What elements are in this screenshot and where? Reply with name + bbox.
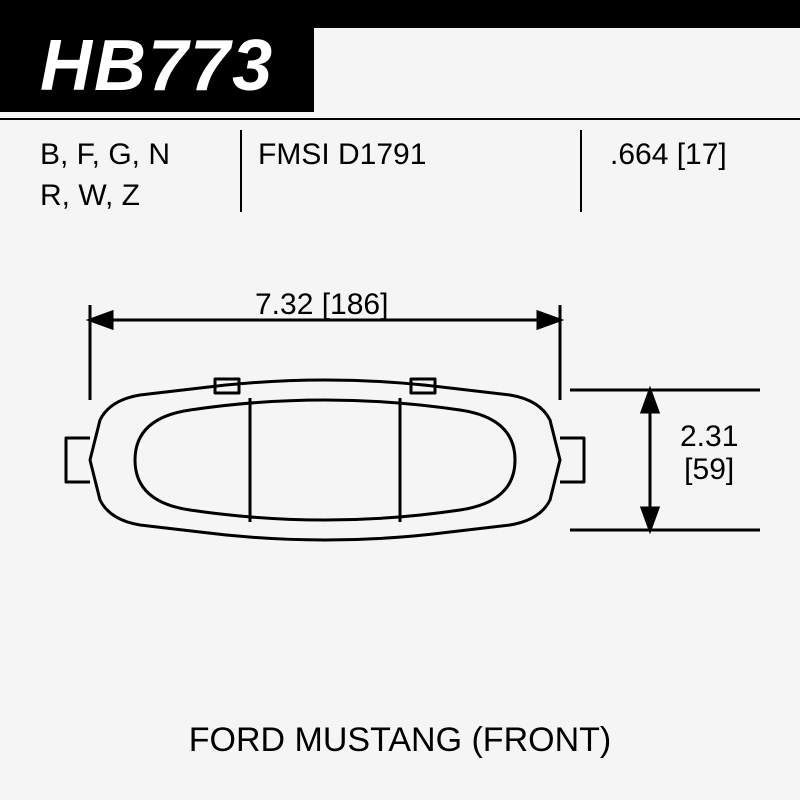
compound-codes: B, F, G, N R, W, Z	[0, 135, 240, 225]
divider	[580, 130, 582, 212]
height-in: 2.31	[680, 420, 738, 453]
compound-line1: B, F, G, N	[40, 135, 222, 176]
product-name: FORD MUSTANG (FRONT)	[0, 721, 800, 760]
part-number-box: HB773	[0, 28, 314, 112]
spec-row: B, F, G, N R, W, Z FMSI D1791 .664 [17]	[0, 135, 800, 225]
fmsi-code: FMSI D1791	[258, 135, 562, 176]
height-mm: [59]	[680, 453, 738, 486]
width-dimension: 7.32 [186]	[255, 288, 388, 322]
fmsi-col: FMSI D1791	[240, 135, 580, 225]
header-top-bar	[0, 0, 800, 28]
height-dimension: 2.31 [59]	[680, 420, 738, 486]
compound-line2: R, W, Z	[40, 176, 222, 217]
horizontal-rule	[0, 118, 800, 120]
thickness-value: .664 [17]	[610, 135, 782, 176]
thickness-col: .664 [17]	[580, 135, 800, 225]
part-number: HB773	[40, 26, 274, 106]
brake-pad-diagram: 7.32 [186] 2.31 [59]	[0, 260, 800, 680]
divider	[240, 130, 242, 212]
